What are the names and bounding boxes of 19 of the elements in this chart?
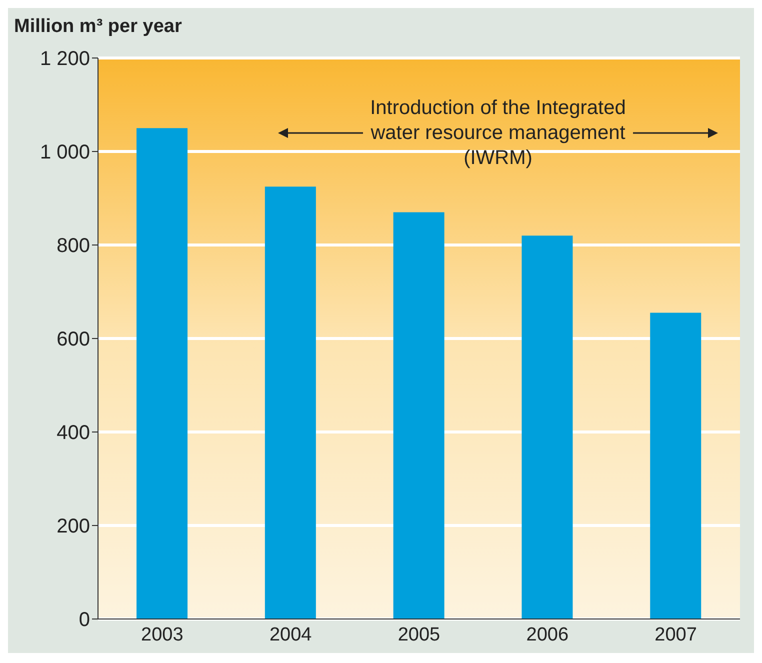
bar — [264, 186, 316, 619]
x-tick-label: 2004 — [269, 624, 312, 646]
annotation: Introduction of the Integrated water resource management (IWRM) — [369, 96, 627, 171]
y-tick-label: 200 — [56, 516, 90, 538]
bar — [393, 212, 444, 619]
bar — [650, 312, 702, 619]
y-tick-label: 1 200 — [40, 48, 90, 70]
y-tick-label: 400 — [56, 422, 90, 444]
y-tick-label: 800 — [56, 235, 90, 258]
x-tick-label: 2003 — [141, 624, 184, 646]
bar — [522, 236, 573, 619]
y-tick-label: 1 000 — [40, 142, 90, 164]
x-tick-label: 2005 — [398, 624, 440, 646]
y-tick-label: 600 — [56, 328, 90, 351]
y-axis-title: Million m³ per year — [14, 16, 182, 38]
x-tick-label: 2006 — [526, 624, 569, 646]
y-tick-label: 0 — [78, 609, 90, 632]
x-tick-label: 2007 — [654, 624, 697, 646]
bar — [136, 128, 188, 619]
